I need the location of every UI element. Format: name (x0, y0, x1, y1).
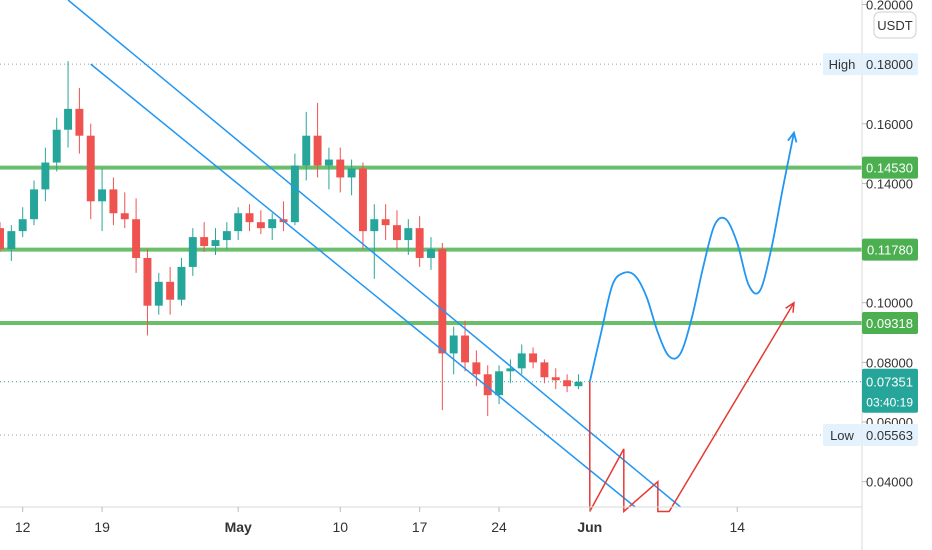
candle-body (222, 231, 231, 241)
candle-body (30, 189, 38, 220)
high-marker-tag (823, 53, 861, 76)
candle-body (166, 281, 175, 300)
x-tick-label: 24 (491, 519, 507, 535)
candle-body (404, 228, 413, 241)
level-price-label: 0.09318 (866, 316, 913, 331)
candlestick-series (0, 61, 583, 417)
x-tick-label: 14 (729, 519, 745, 535)
candle-body (18, 219, 27, 232)
y-tick-label: 0.16000 (866, 117, 913, 132)
candle-body (109, 189, 118, 214)
level-price-badge (862, 312, 918, 335)
projection-paths[interactable] (588, 130, 798, 514)
y-tick-label: 0.14000 (866, 176, 913, 191)
candle-body (211, 240, 220, 247)
x-tick-label: 17 (412, 519, 428, 535)
candle-body (540, 362, 549, 378)
candle-body (563, 380, 572, 387)
bar-countdown-label: 03:40:19 (866, 396, 913, 410)
price-axis-badges: 0.14530 0.11780 0.09318 High 0.18000 Low 0.055… (823, 53, 918, 447)
candle-body (529, 353, 538, 363)
unit-badge[interactable]: USDT (873, 11, 917, 39)
projection-red-arrowhead (785, 301, 795, 313)
candle-body (200, 237, 209, 247)
low-marker-tag (823, 424, 861, 447)
candle-body (313, 135, 322, 166)
candle-body (393, 225, 401, 241)
candle-body (574, 381, 583, 387)
candle-body (120, 213, 129, 220)
candle-body (245, 213, 254, 223)
y-tick-label: 0.08000 (866, 355, 913, 370)
projection-blue-path[interactable] (588, 132, 795, 382)
x-tick-label: Jun (577, 519, 602, 535)
candle-body (143, 257, 152, 306)
low-price-badge (862, 424, 918, 447)
unit-badge-label: USDT (877, 18, 912, 33)
high-price-badge (862, 53, 918, 76)
level-price-label: 0.14530 (866, 161, 913, 176)
channel-lower-line[interactable] (90, 63, 636, 508)
x-tick-label: 10 (332, 519, 348, 535)
level-price-badge (862, 156, 918, 179)
candle-body (370, 219, 379, 232)
candle-body (75, 108, 84, 136)
time-axis[interactable]: 12 19 May 10 17 24 Jun 14 (15, 507, 745, 535)
x-tick-label: May (225, 519, 252, 535)
current-price-label: 0.07351 (866, 375, 913, 390)
candle-body (86, 135, 95, 202)
candle-body (177, 266, 186, 300)
candle-body (461, 335, 469, 363)
candle-body (256, 222, 265, 229)
candle-body (268, 219, 277, 229)
candle-body (438, 249, 447, 354)
candle-body (449, 335, 458, 354)
candle-body (358, 168, 367, 232)
y-tick-label: 0.04000 (866, 475, 913, 490)
current-price-badge (862, 368, 918, 413)
candle-body (290, 165, 299, 223)
level-price-badge (862, 238, 918, 261)
candle-body (98, 189, 107, 202)
candle-body (495, 371, 504, 396)
level-price-label: 0.11780 (867, 243, 913, 258)
candle-body (0, 228, 4, 250)
candle-body (154, 281, 163, 306)
candle-body (347, 168, 356, 178)
candle-body (132, 219, 141, 258)
price-axis[interactable]: 0.20000 0.18000 0.16000 0.14000 0.10000 0.080… (862, 0, 913, 490)
projection-blue-arrowhead (787, 130, 798, 143)
projection-red-path[interactable] (589, 302, 795, 514)
candle-body (324, 159, 333, 166)
candle-body (188, 237, 197, 267)
candle-body (381, 219, 390, 226)
high-marker-label: High (829, 57, 856, 72)
candle-body (41, 162, 50, 190)
candle-body (336, 159, 345, 178)
high-price-label: 0.18000 (866, 57, 913, 72)
candle-body (427, 249, 435, 258)
candle-body (415, 228, 424, 258)
candle-body (483, 374, 492, 396)
x-tick-label: 19 (94, 519, 110, 535)
candle-body (472, 362, 481, 375)
y-tick-label: 0.20000 (866, 0, 913, 12)
candle-body (517, 353, 526, 369)
low-price-label: 0.05563 (866, 428, 913, 443)
x-tick-label: 12 (15, 519, 31, 535)
candle-body (234, 213, 243, 232)
channel-upper-line[interactable] (67, 0, 682, 508)
candle-body (551, 377, 560, 381)
candle-body (506, 368, 515, 372)
y-tick-label: 0.10000 (866, 296, 913, 311)
channel-lines[interactable] (67, 0, 682, 508)
candle-body (302, 135, 311, 166)
candle-body (7, 231, 16, 250)
candle-body (52, 129, 61, 163)
low-marker-label: Low (830, 428, 854, 443)
candle-body (64, 108, 73, 130)
